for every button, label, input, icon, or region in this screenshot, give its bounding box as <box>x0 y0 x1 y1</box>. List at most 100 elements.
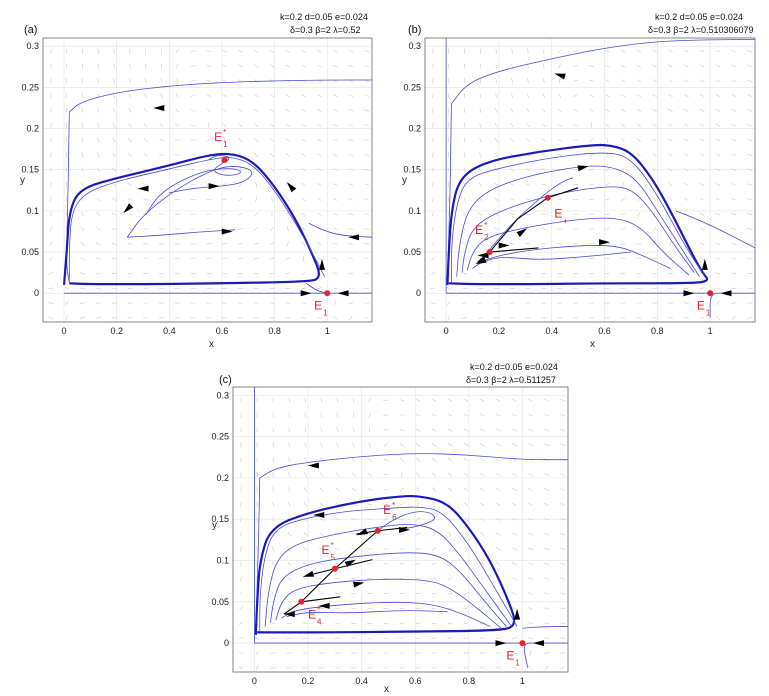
field-mark <box>495 398 501 402</box>
field-mark <box>447 458 453 462</box>
x-tick-label: 0.2 <box>110 326 123 336</box>
field-mark <box>747 49 753 53</box>
field-mark <box>317 153 322 157</box>
field-mark <box>731 123 737 127</box>
field-mark <box>332 227 338 231</box>
y-axis-label-b: y <box>402 175 407 186</box>
field-mark <box>636 257 642 260</box>
equilibrium-label-sub: 1 <box>515 659 520 668</box>
field-mark <box>432 487 436 492</box>
field-mark <box>368 412 371 418</box>
field-mark <box>544 473 549 476</box>
x-axis-label-a: x <box>209 339 214 350</box>
field-mark <box>747 316 753 320</box>
field-mark <box>496 502 501 506</box>
field-mark <box>318 577 324 580</box>
field-mark <box>684 79 689 83</box>
field-mark <box>286 211 290 217</box>
field-mark <box>256 665 259 671</box>
field-mark <box>364 138 370 142</box>
x-tick-label: 0 <box>444 326 449 336</box>
field-mark <box>636 79 642 83</box>
field-mark <box>364 94 370 97</box>
field-mark <box>509 257 515 260</box>
field-mark <box>479 122 482 128</box>
field-mark <box>287 531 291 537</box>
trajectory <box>127 229 236 238</box>
arrowhead <box>318 258 325 270</box>
field-mark <box>588 64 594 68</box>
field-mark <box>158 213 164 215</box>
field-mark <box>731 242 737 245</box>
field-mark <box>652 138 657 142</box>
trajectory <box>259 506 518 632</box>
field-mark <box>127 152 132 157</box>
arrowhead <box>533 640 545 647</box>
field-mark <box>272 457 274 463</box>
field-mark <box>364 109 370 112</box>
field-mark <box>684 271 689 276</box>
field-mark <box>430 271 436 275</box>
field-mark <box>479 473 485 477</box>
equilibrium-point <box>707 290 714 297</box>
field-mark <box>364 183 370 186</box>
field-mark <box>715 79 721 83</box>
field-mark <box>50 122 52 128</box>
field-mark <box>544 665 549 671</box>
equilibrium-label-sup: * <box>392 501 395 510</box>
field-mark <box>128 93 132 99</box>
arrowhead <box>344 559 356 568</box>
field-mark <box>319 502 324 507</box>
separatrix <box>283 601 302 615</box>
field-mark <box>715 287 721 289</box>
field-mark <box>253 257 259 260</box>
equilibrium-label-sup: * <box>330 541 333 550</box>
field-mark <box>620 228 626 230</box>
field-mark <box>620 212 626 216</box>
field-mark <box>351 578 357 580</box>
field-mark <box>699 123 705 127</box>
field-mark <box>97 137 100 143</box>
field-mark <box>447 577 453 581</box>
field-mark <box>316 64 322 68</box>
field-mark <box>222 213 228 215</box>
x-tick-label: 0.4 <box>163 326 176 336</box>
trajectory <box>66 112 70 283</box>
field-mark <box>509 182 515 187</box>
field-mark <box>495 78 498 84</box>
field-mark <box>319 457 323 463</box>
field-mark <box>463 93 466 99</box>
field-mark <box>525 198 531 201</box>
field-mark <box>479 487 485 492</box>
field-mark <box>747 227 753 230</box>
field-mark <box>479 78 482 84</box>
equilibrium-point <box>324 290 331 297</box>
equilibrium-label: E <box>314 299 322 313</box>
field-mark <box>335 547 340 551</box>
trajectory <box>451 152 706 284</box>
field-mark <box>560 577 566 580</box>
field-mark <box>699 168 705 172</box>
field-mark <box>636 152 641 157</box>
field-mark <box>446 286 452 290</box>
equilibrium-label-sub: 1 <box>706 309 711 318</box>
field-mark <box>511 652 517 654</box>
field-mark <box>158 183 164 186</box>
plot-frame <box>424 37 756 323</box>
field-mark <box>238 621 244 625</box>
field-mark <box>206 168 212 171</box>
arrowhead <box>599 239 611 246</box>
field-mark <box>159 93 163 98</box>
x-tick-label: 0.8 <box>268 326 281 336</box>
field-mark <box>731 109 737 112</box>
field-mark <box>113 78 115 84</box>
field-mark <box>699 109 705 112</box>
field-mark <box>285 138 291 142</box>
field-mark <box>652 49 658 53</box>
field-mark <box>364 302 370 304</box>
field-mark <box>399 428 405 432</box>
field-mark <box>716 315 721 320</box>
field-mark <box>335 472 340 477</box>
y-axis-label-c: y <box>212 520 217 531</box>
field-mark <box>747 257 753 260</box>
